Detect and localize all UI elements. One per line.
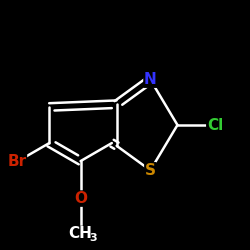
Text: N: N	[144, 72, 157, 87]
Text: 3: 3	[90, 233, 97, 243]
Text: O: O	[74, 191, 87, 206]
Text: Br: Br	[7, 154, 26, 169]
Text: CH: CH	[69, 226, 92, 242]
Text: Cl: Cl	[207, 118, 223, 132]
Text: S: S	[145, 163, 156, 178]
